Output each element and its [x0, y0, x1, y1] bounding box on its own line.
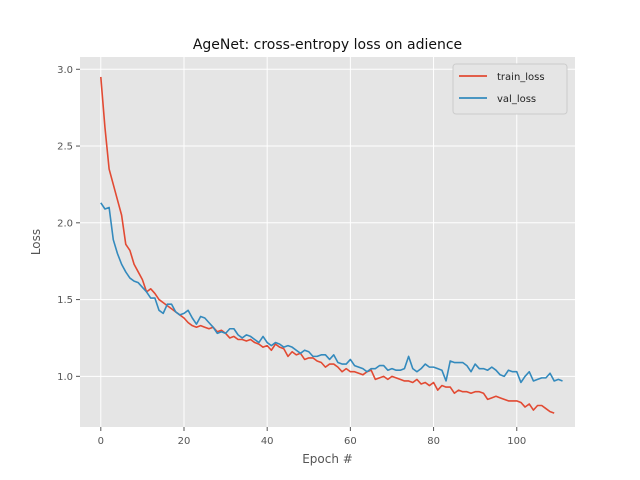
tick-marks: 0 20 40 60 80 100 1.0 1.5 2.0 2.5 3.0 [57, 65, 526, 447]
y-tick-label: 2.5 [57, 142, 73, 153]
x-axis-label: Epoch # [302, 452, 353, 466]
y-tick-label: 2.0 [57, 218, 73, 229]
y-tick-label: 1.5 [57, 295, 73, 306]
y-axis-label: Loss [29, 229, 43, 255]
chart-title: AgeNet: cross-entropy loss on adience [193, 37, 462, 53]
y-tick-label: 1.0 [57, 372, 73, 383]
series-line-val_loss [100, 202, 563, 384]
x-tick-label: 100 [507, 436, 526, 447]
x-tick-label: 40 [261, 436, 274, 447]
legend-label-train_loss: train_loss [497, 72, 545, 83]
legend-label-val_loss: val_loss [497, 94, 536, 105]
series-layer [100, 76, 563, 414]
grid-lines [80, 57, 575, 427]
legend: train_loss val_loss [452, 63, 568, 115]
x-tick-label: 60 [344, 436, 357, 447]
x-tick-label: 80 [427, 436, 440, 447]
x-tick-label: 0 [98, 436, 104, 447]
x-tick-label: 20 [178, 436, 191, 447]
y-tick-label: 3.0 [57, 65, 73, 76]
